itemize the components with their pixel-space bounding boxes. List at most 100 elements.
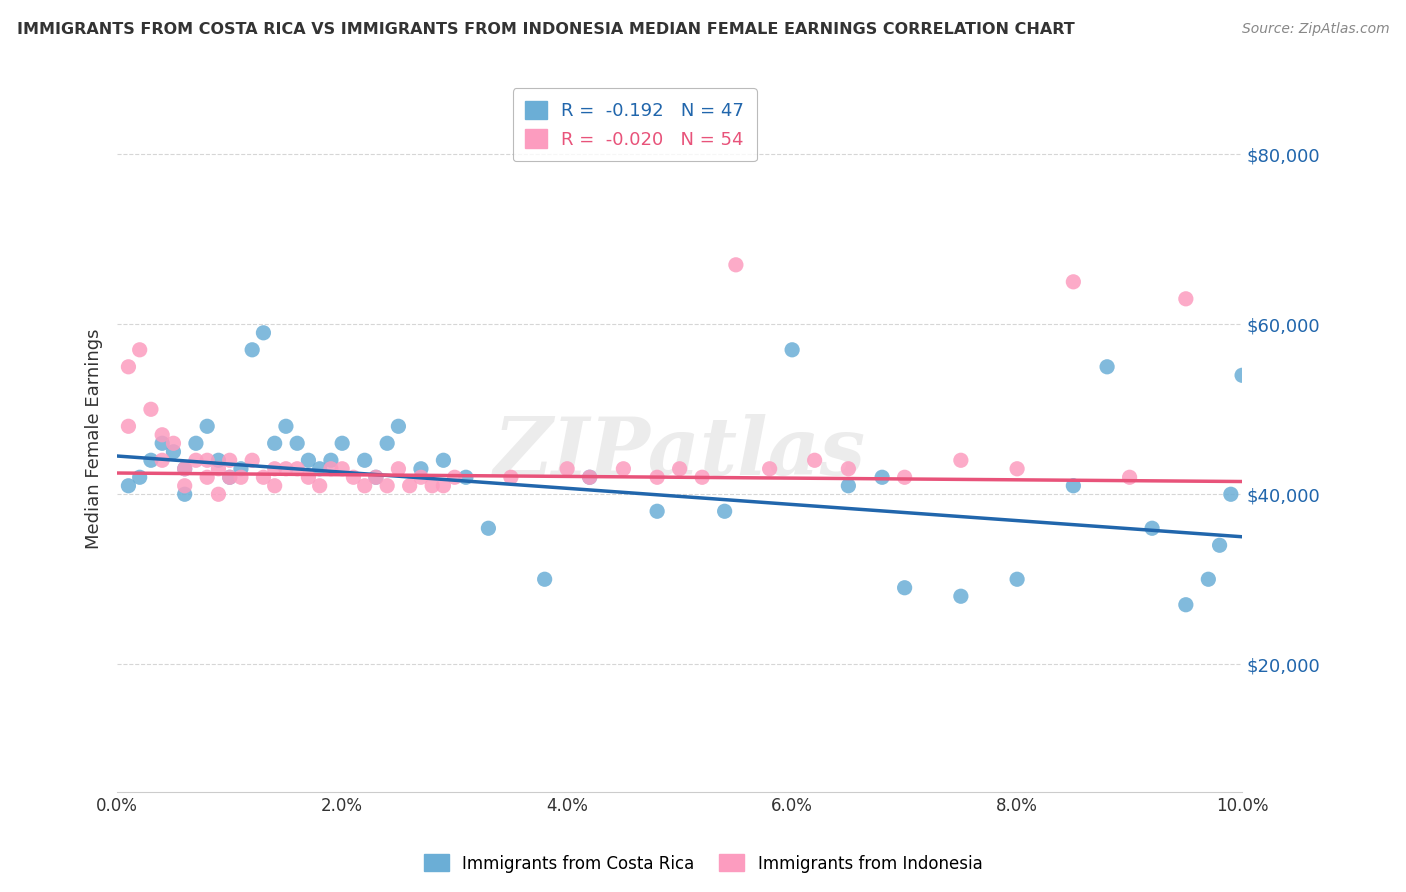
Point — [364, 470, 387, 484]
Point — [207, 487, 229, 501]
Legend: Immigrants from Costa Rica, Immigrants from Indonesia: Immigrants from Costa Rica, Immigrants f… — [418, 847, 988, 880]
Point — [645, 470, 668, 484]
Point — [1062, 479, 1084, 493]
Point — [499, 470, 522, 484]
Point — [387, 419, 409, 434]
Point — [409, 462, 432, 476]
Point — [1219, 487, 1241, 501]
Point — [443, 470, 465, 484]
Point — [353, 453, 375, 467]
Text: IMMIGRANTS FROM COSTA RICA VS IMMIGRANTS FROM INDONESIA MEDIAN FEMALE EARNINGS C: IMMIGRANTS FROM COSTA RICA VS IMMIGRANTS… — [17, 22, 1074, 37]
Point — [342, 470, 364, 484]
Point — [713, 504, 735, 518]
Point — [1197, 572, 1219, 586]
Point — [207, 453, 229, 467]
Point — [578, 470, 600, 484]
Point — [375, 479, 398, 493]
Point — [837, 479, 859, 493]
Text: ZIPatlas: ZIPatlas — [494, 415, 866, 491]
Point — [308, 479, 330, 493]
Point — [364, 470, 387, 484]
Text: Source: ZipAtlas.com: Source: ZipAtlas.com — [1241, 22, 1389, 37]
Point — [533, 572, 555, 586]
Point — [1208, 538, 1230, 552]
Point — [117, 359, 139, 374]
Point — [308, 462, 330, 476]
Point — [195, 453, 218, 467]
Point — [150, 453, 173, 467]
Point — [1174, 292, 1197, 306]
Point — [330, 436, 353, 450]
Y-axis label: Median Female Earnings: Median Female Earnings — [86, 329, 103, 549]
Point — [117, 479, 139, 493]
Point — [893, 581, 915, 595]
Point — [724, 258, 747, 272]
Point — [319, 453, 342, 467]
Point — [690, 470, 713, 484]
Legend: R =  -0.192   N = 47, R =  -0.020   N = 54: R = -0.192 N = 47, R = -0.020 N = 54 — [513, 88, 756, 161]
Point — [274, 419, 297, 434]
Point — [139, 453, 162, 467]
Point — [668, 462, 690, 476]
Point — [150, 427, 173, 442]
Point — [218, 453, 240, 467]
Point — [432, 453, 454, 467]
Point — [353, 479, 375, 493]
Point — [173, 462, 195, 476]
Point — [409, 470, 432, 484]
Point — [240, 453, 263, 467]
Point — [1005, 572, 1028, 586]
Point — [420, 479, 443, 493]
Point — [578, 470, 600, 484]
Point — [184, 453, 207, 467]
Point — [195, 419, 218, 434]
Point — [645, 504, 668, 518]
Point — [218, 470, 240, 484]
Point — [229, 470, 252, 484]
Point — [297, 470, 319, 484]
Point — [1140, 521, 1163, 535]
Point — [139, 402, 162, 417]
Point — [162, 444, 184, 458]
Point — [263, 436, 285, 450]
Point — [330, 462, 353, 476]
Point — [1005, 462, 1028, 476]
Point — [263, 479, 285, 493]
Point — [173, 479, 195, 493]
Point — [758, 462, 780, 476]
Point — [285, 462, 308, 476]
Point — [207, 462, 229, 476]
Point — [252, 470, 274, 484]
Point — [1230, 368, 1253, 383]
Point — [837, 462, 859, 476]
Point — [285, 436, 308, 450]
Point — [387, 462, 409, 476]
Point — [803, 453, 825, 467]
Point — [949, 589, 972, 603]
Point — [263, 462, 285, 476]
Point — [1174, 598, 1197, 612]
Point — [780, 343, 803, 357]
Point — [1118, 470, 1140, 484]
Point — [1095, 359, 1118, 374]
Point — [184, 436, 207, 450]
Point — [128, 343, 150, 357]
Point — [218, 470, 240, 484]
Point — [173, 462, 195, 476]
Point — [195, 470, 218, 484]
Point — [555, 462, 578, 476]
Point — [229, 462, 252, 476]
Point — [173, 487, 195, 501]
Point — [375, 436, 398, 450]
Point — [319, 462, 342, 476]
Point — [1062, 275, 1084, 289]
Point — [398, 479, 420, 493]
Point — [949, 453, 972, 467]
Point — [117, 419, 139, 434]
Point — [128, 470, 150, 484]
Point — [252, 326, 274, 340]
Point — [432, 479, 454, 493]
Point — [162, 436, 184, 450]
Point — [274, 462, 297, 476]
Point — [150, 436, 173, 450]
